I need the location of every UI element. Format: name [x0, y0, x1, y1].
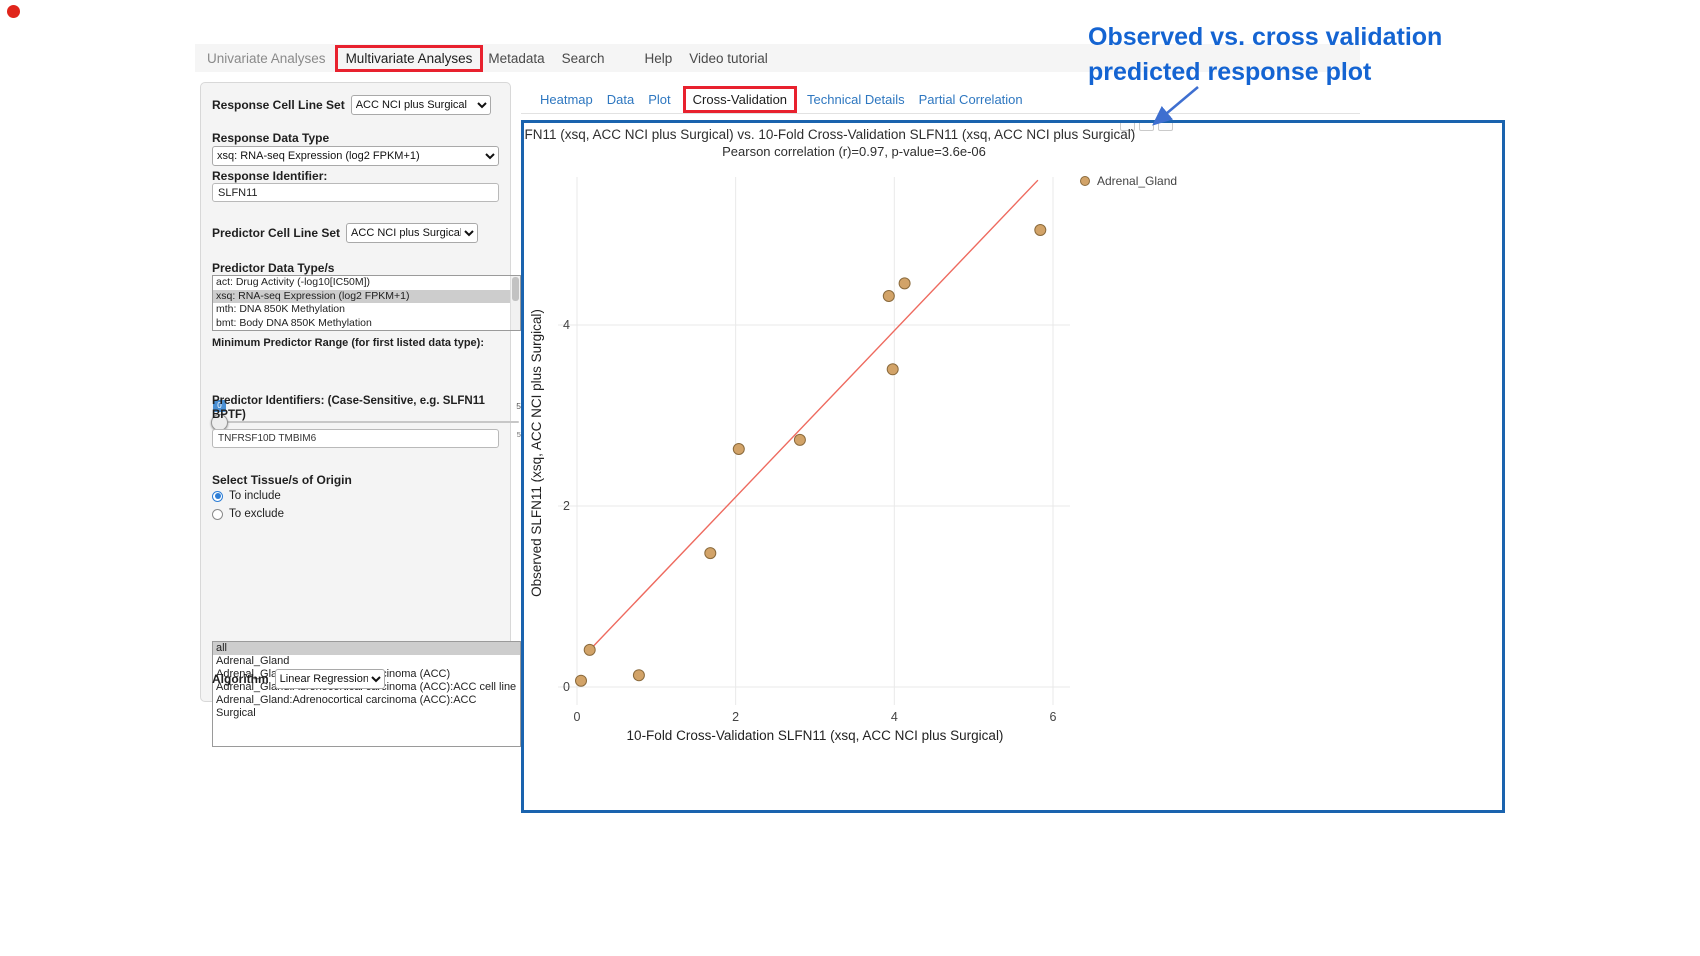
x-tick-label: 2: [732, 710, 739, 724]
radio-icon[interactable]: [212, 490, 223, 502]
data-point[interactable]: [575, 674, 587, 687]
controls-sidebar: Response Cell Line Set ACC NCI plus Surg…: [200, 82, 521, 747]
recording-dot-icon: [7, 5, 20, 18]
y-axis-label: Observed SLFN11 (xsq, ACC NCI plus Surgi…: [529, 309, 544, 597]
predictor-data-types-listbox[interactable]: act: Drug Activity (-log10[IC50M]) xsq: …: [212, 275, 521, 331]
cross-validation-panel: SLFN11 (xsq, ACC NCI plus Surgical) vs. …: [521, 120, 1505, 813]
plot-subtitle: Pearson correlation (r)=0.97, p-value=3.…: [722, 144, 986, 159]
nav-search[interactable]: Search: [561, 50, 605, 66]
response-data-type-label: Response Data Type: [212, 131, 330, 145]
tab-partial-correlation[interactable]: Partial Correlation: [918, 91, 1023, 107]
nav-univariate-analyses[interactable]: Univariate Analyses: [207, 50, 326, 66]
y-tick-label: 0: [563, 680, 570, 694]
x-axis-label: 10-Fold Cross-Validation SLFN11 (xsq, AC…: [627, 728, 1004, 743]
data-point[interactable]: [632, 669, 645, 682]
x-tick-label: 4: [891, 710, 898, 724]
nav-help[interactable]: Help: [644, 50, 673, 66]
algorithm-select[interactable]: Linear Regression: [274, 669, 385, 689]
data-point[interactable]: [732, 443, 745, 455]
tabs-divider: [521, 113, 1360, 114]
legend-label: Adrenal_Gland: [1097, 174, 1178, 188]
tissue-origin-label: Select Tissue/s of Origin: [212, 473, 352, 487]
nav-video-tutorial[interactable]: Video tutorial: [689, 50, 768, 66]
list-item[interactable]: xsq: RNA-seq Expression (log2 FPKM+1): [213, 289, 520, 303]
tissue-listbox[interactable]: all Adrenal_Gland Adrenal_Gland:Adrenoco…: [212, 641, 521, 747]
data-point[interactable]: [886, 363, 899, 376]
x-tick-label: 6: [1050, 710, 1057, 724]
radio-icon[interactable]: [212, 508, 223, 520]
data-point[interactable]: [583, 643, 596, 656]
response-cell-line-set-select[interactable]: ACC NCI plus Surgical: [350, 95, 491, 115]
slider-track[interactable]: [214, 421, 519, 423]
tab-heatmap[interactable]: Heatmap: [540, 91, 593, 107]
plot-title: SLFN11 (xsq, ACC NCI plus Surgical) vs. …: [521, 127, 1136, 142]
annotation-text: Observed vs. cross validation predicted …: [1088, 23, 1443, 86]
min-predictor-range-label: Minimum Predictor Range (for first liste…: [212, 337, 484, 349]
radio-label: To exclude: [229, 508, 284, 520]
response-cell-line-set-label: Response Cell Line Set: [212, 98, 345, 112]
x-tick-label: 0: [574, 710, 581, 724]
response-data-type-select[interactable]: xsq: RNA-seq Expression (log2 FPKM+1): [212, 146, 499, 166]
slider-value-badge: 0: [213, 400, 226, 412]
result-tabs: Heatmap Data Plot Cross-Validation Techn…: [540, 85, 1037, 113]
list-item[interactable]: act: Drug Activity (-log10[IC50M]): [216, 276, 371, 288]
tab-cross-validation[interactable]: Cross-Validation: [682, 85, 798, 113]
annotation-arrow-icon: [1152, 86, 1199, 126]
list-item[interactable]: bmt: Body DNA 850K Methylation: [216, 316, 372, 329]
legend-dot-icon: [1080, 176, 1090, 186]
tab-plot[interactable]: Plot: [648, 91, 671, 107]
data-point[interactable]: [882, 290, 895, 302]
predictor-cell-line-set-select[interactable]: ACC NCI plus Surgical: [346, 223, 479, 243]
toolbar-icon[interactable]: [1158, 123, 1173, 131]
tab-data[interactable]: Data: [606, 91, 635, 107]
data-point[interactable]: [898, 277, 911, 290]
toolbar-icon[interactable]: [1139, 123, 1154, 131]
predictor-cell-line-set-label: Predictor Cell Line Set: [212, 226, 341, 240]
tab-technical-details[interactable]: Technical Details: [807, 91, 905, 107]
top-nav: Univariate Analyses Multivariate Analyse…: [195, 44, 1360, 72]
predictor-identifiers-label: Predictor Identifiers: (Case-Sensitive, …: [212, 395, 485, 421]
predictor-identifiers-input[interactable]: [212, 429, 499, 448]
y-tick-label: 2: [563, 499, 570, 513]
list-item[interactable]: all: [213, 642, 520, 655]
legend-item-adrenal-gland[interactable]: Adrenal_Gland: [1080, 174, 1177, 188]
plot-toolbar[interactable]: [1120, 123, 1173, 131]
predictor-data-types-label: Predictor Data Type/s: [212, 261, 335, 275]
list-item[interactable]: Adrenal_Gland:Adrenocortical carcinoma (…: [216, 694, 477, 719]
cv-scatter-plot[interactable]: 0 2 4 6 0 2 4 10-Fold Cross-Validation SLFN11 (…: [524, 123, 1502, 810]
slider-max-label: 5: [516, 401, 521, 411]
data-point[interactable]: [1034, 224, 1047, 236]
scrollbar[interactable]: [510, 276, 520, 330]
response-identifier-label: Response Identifier:: [212, 169, 328, 183]
radio-label: To include: [229, 490, 281, 502]
tissue-include-radio[interactable]: To include: [212, 490, 499, 502]
nav-metadata[interactable]: Metadata: [488, 50, 545, 66]
data-point[interactable]: [704, 547, 717, 560]
data-point[interactable]: [793, 433, 806, 446]
list-item[interactable]: mth: DNA 850K Methylation: [216, 303, 345, 315]
toolbar-icon[interactable]: [1120, 123, 1135, 131]
list-item[interactable]: Adrenal_Gland: [216, 655, 290, 667]
algorithm-label: Algorithm: [212, 672, 269, 686]
regression-line: [587, 179, 1039, 653]
y-tick-label: 4: [563, 318, 570, 332]
tissue-exclude-radio[interactable]: To exclude: [212, 508, 499, 520]
nav-multivariate-analyses[interactable]: Multivariate Analyses: [334, 44, 484, 72]
response-identifier-input[interactable]: [212, 183, 499, 202]
